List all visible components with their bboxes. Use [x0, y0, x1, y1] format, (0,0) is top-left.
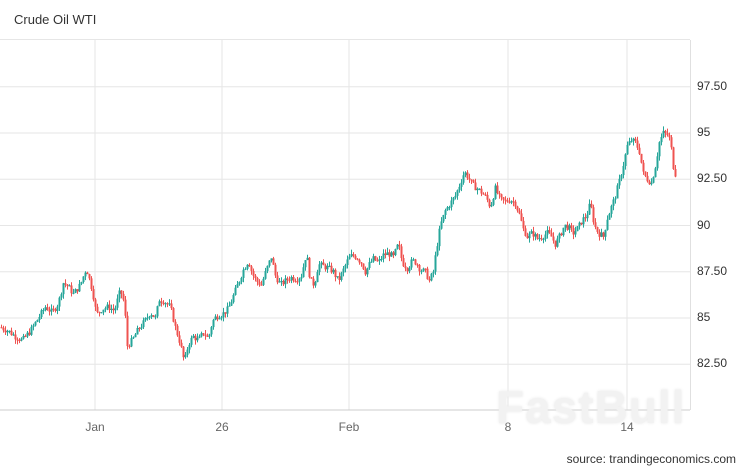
x-tick-label: Jan	[85, 420, 105, 434]
source-credit: source: trandingeconomics.com	[566, 452, 736, 466]
y-tick-label: 87.50	[697, 263, 728, 278]
y-tick-label: 85	[697, 310, 711, 324]
y-tick-label: 82.50	[697, 356, 728, 371]
y-tick-label: 97.50	[697, 78, 728, 93]
x-tick-label: Feb	[338, 420, 360, 434]
grid-lines	[0, 40, 690, 410]
y-tick-label: 95	[697, 125, 711, 139]
x-tick-label: 8	[504, 420, 512, 434]
x-tick-label: 14	[620, 420, 634, 434]
x-tick-label: 26	[215, 420, 229, 434]
candles	[0, 126, 677, 361]
y-tick-label: 90	[697, 217, 711, 232]
y-tick-label: 92.50	[697, 171, 728, 186]
chart-title: Crude Oil WTI	[14, 12, 97, 27]
top-divider	[0, 39, 690, 40]
